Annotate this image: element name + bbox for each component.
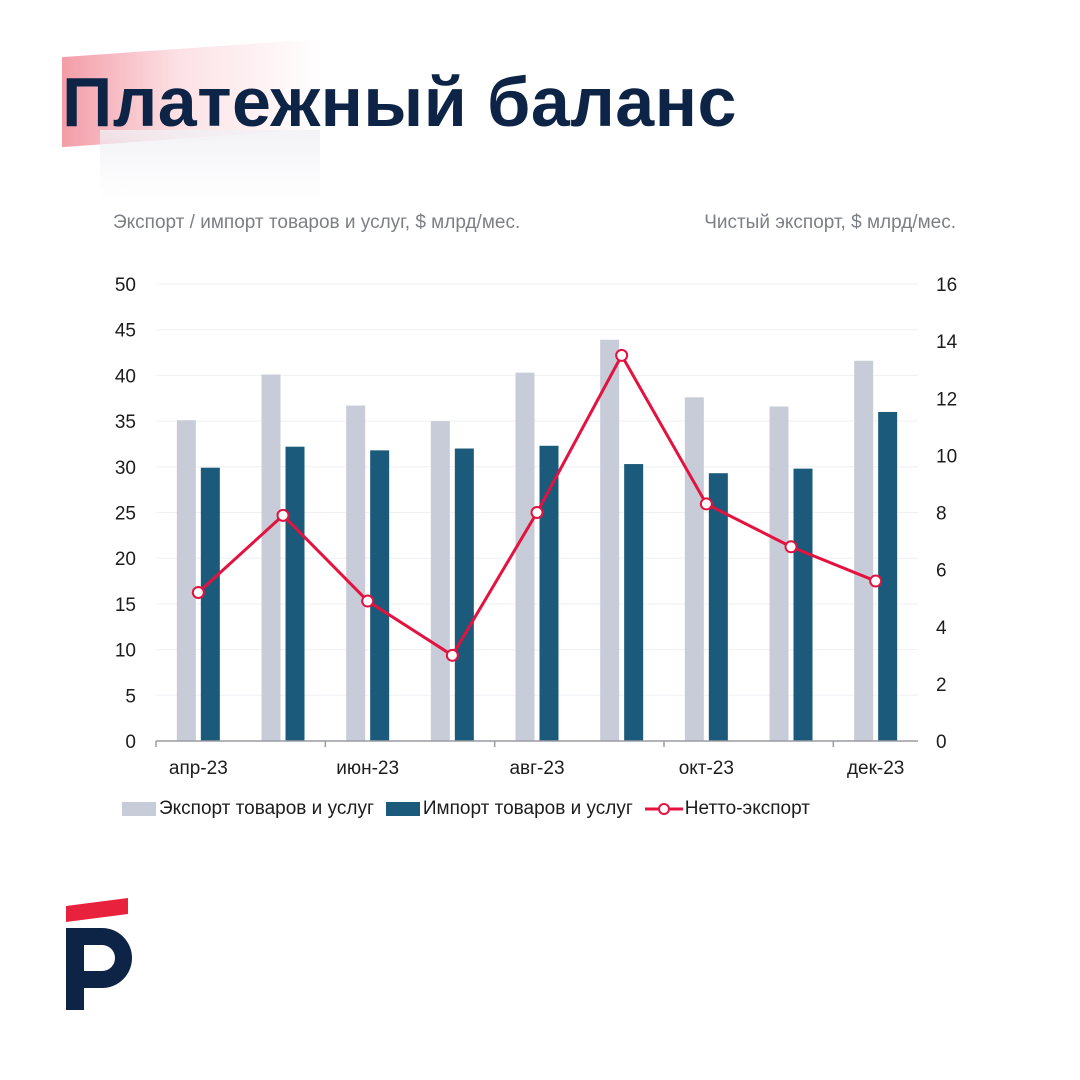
net-export-point	[191, 585, 205, 599]
legend-item-import: Импорт товаров и услуг	[385, 798, 633, 820]
y-left-tick-label: 40	[115, 366, 136, 387]
brand-logo	[66, 898, 132, 1010]
legend-swatch-net	[644, 803, 683, 815]
x-tick-label: авг-23	[509, 758, 564, 779]
bar-export	[600, 339, 620, 741]
legend-item-export: Экспорт товаров и услуг	[122, 798, 374, 820]
x-tick-label: июн-23	[336, 758, 399, 779]
y-right-tick-label: 0	[936, 732, 947, 753]
y-right-tick-label: 6	[936, 561, 947, 582]
net-export-point	[699, 497, 713, 511]
y-left-tick-label: 0	[125, 732, 136, 753]
y-left-tick-label: 35	[115, 412, 136, 433]
net-export-line	[191, 348, 883, 662]
legend-swatch-import	[385, 802, 420, 816]
bar-export	[176, 420, 196, 741]
y-right-tick-label: 12	[936, 389, 957, 410]
legend-label-import: Импорт товаров и услуг	[422, 798, 633, 819]
y-right-tick-label: 4	[936, 618, 947, 639]
left-axis-title: Экспорт / импорт товаров и услуг, $ млрд…	[113, 212, 521, 233]
bar-export	[769, 406, 789, 741]
tick-labels: 0 5 10 15 20 25 30 35 40 45 50 0 2 4 6 8 10 12 14 16 апр-23 и…	[115, 275, 958, 779]
net-export-point	[530, 506, 544, 519]
y-right-tick-label: 2	[936, 675, 947, 696]
bar-import	[878, 411, 898, 741]
net-export-point	[276, 508, 290, 522]
legend-label-export: Экспорт товаров и услуг	[159, 798, 374, 819]
y-left-tick-label: 15	[115, 595, 136, 616]
x-tick-label: апр-23	[169, 758, 228, 779]
y-right-tick-label: 10	[936, 446, 957, 467]
bar-import	[708, 473, 728, 741]
net-export-point	[784, 540, 798, 554]
bar-export	[515, 372, 535, 741]
axes	[155, 740, 918, 747]
y-left-tick-label: 25	[115, 504, 136, 525]
legend-item-net: Нетто-экспорт	[644, 798, 810, 820]
page-title: Платежный баланс	[62, 63, 737, 141]
legend-swatch-export	[122, 802, 156, 816]
title-shadow	[100, 130, 320, 200]
bar-import	[200, 467, 220, 741]
y-left-tick-label: 5	[125, 686, 136, 707]
bar-import	[285, 446, 305, 741]
bar-export	[854, 360, 874, 741]
y-left-tick-label: 45	[115, 321, 136, 342]
bar-export	[261, 374, 281, 741]
y-right-tick-label: 14	[936, 332, 958, 353]
y-right-tick-label: 8	[936, 504, 947, 525]
x-tick-label: дек-23	[847, 758, 904, 779]
bar-export	[430, 421, 450, 741]
y-left-tick-label: 20	[115, 549, 136, 570]
x-tick-label: окт-23	[679, 758, 734, 779]
bar-import	[624, 464, 644, 741]
bars	[176, 339, 898, 741]
bar-import	[539, 445, 559, 741]
y-left-tick-label: 10	[115, 641, 136, 662]
net-export-point	[361, 594, 375, 608]
bar-export	[684, 397, 704, 741]
legend: Экспорт товаров и услуг Импорт товаров и…	[122, 794, 822, 824]
bar-import	[370, 450, 390, 741]
bar-export	[346, 405, 366, 741]
bar-import	[793, 468, 813, 741]
net-export-point	[445, 648, 459, 662]
legend-label-net: Нетто-экспорт	[684, 798, 810, 819]
y-right-tick-label: 16	[936, 275, 957, 296]
y-left-tick-label: 50	[115, 275, 136, 296]
right-axis-title: Чистый экспорт, $ млрд/мес.	[704, 212, 956, 233]
bar-import	[454, 448, 474, 741]
net-export-point	[615, 348, 629, 362]
y-left-tick-label: 30	[115, 458, 136, 479]
net-export-point	[869, 574, 883, 588]
